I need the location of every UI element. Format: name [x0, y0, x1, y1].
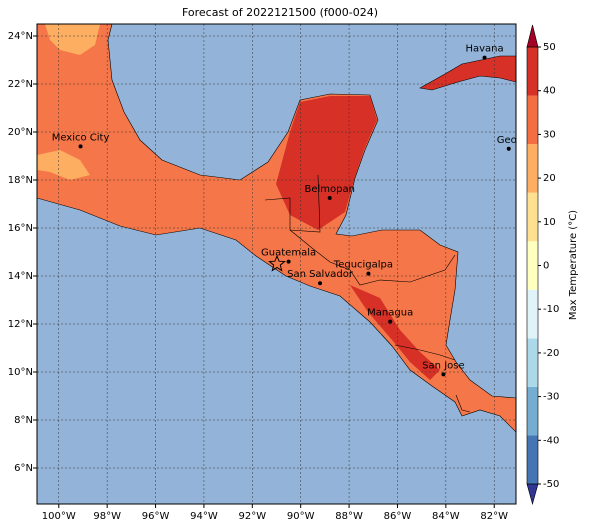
- colorbar-band: [527, 241, 538, 290]
- city-marker: [286, 259, 291, 264]
- x-tick-label: 90°W: [287, 511, 315, 522]
- y-tick-label: 20°N: [8, 127, 33, 138]
- border: [394, 344, 456, 361]
- ticks: 100°W 98°W 96°W 94°W 92°W 90°W 88°W 86°W 84°W 82°…: [8, 31, 508, 522]
- x-tick-label: 82°W: [480, 511, 508, 522]
- colorbar-band: [527, 386, 538, 436]
- y-tick-label: 16°N: [8, 223, 33, 234]
- city-marker: [327, 196, 332, 200]
- warm-region: [276, 96, 377, 230]
- x-tick-label: 88°W: [335, 511, 363, 522]
- city-label: Belmopan: [304, 184, 354, 195]
- warm-region: [350, 285, 440, 380]
- colorbar-band: [527, 47, 538, 96]
- colorbar-band: [527, 435, 538, 484]
- border: [455, 394, 471, 413]
- city-marker: [78, 144, 83, 149]
- colorbar-band: [527, 144, 538, 193]
- city-label: Managua: [367, 308, 413, 319]
- x-tick-label: 94°W: [190, 511, 218, 522]
- colorbar-band: [527, 338, 538, 387]
- x-tick-label: 92°W: [238, 511, 266, 522]
- y-tick-label: 8°N: [14, 415, 33, 426]
- colorbar-band: [527, 192, 538, 242]
- colorbar-tick-label: 30: [543, 129, 556, 140]
- x-tick-label: 98°W: [93, 511, 121, 522]
- colorbar-tick-label: 10: [543, 217, 556, 228]
- city-marker: [388, 319, 393, 324]
- cool-region: [37, 150, 90, 180]
- map-title: Forecast of 2022121500 (f000-024): [182, 6, 378, 19]
- colorbar-extend: [526, 24, 539, 48]
- y-tick-label: 24°N: [8, 31, 33, 42]
- city-marker: [366, 271, 371, 276]
- city-label: George Town: [497, 135, 562, 146]
- city-label: Havana: [465, 44, 503, 55]
- colorbar-tick-label: -40: [543, 435, 559, 446]
- colorbar: -50 -40 -30 -20 -10 0 10 20 30 40 50: [526, 24, 559, 506]
- x-tick-label: 86°W: [384, 511, 412, 522]
- x-tick-label: 84°W: [432, 511, 460, 522]
- map-area: Havana Mexico City George Town Belmopan Guat…: [37, 24, 562, 504]
- x-tick-label: 100°W: [42, 511, 76, 522]
- colorbar-tick-label: -50: [543, 479, 559, 490]
- x-tick-label: 96°W: [142, 511, 170, 522]
- city-marker: [318, 281, 323, 286]
- y-tick-label: 12°N: [8, 319, 33, 330]
- colorbar-tick-label: -20: [543, 348, 559, 359]
- y-tick-label: 14°N: [8, 271, 33, 282]
- colorbar-label: Max Temperature (°C): [568, 210, 579, 320]
- y-tick-label: 6°N: [14, 463, 33, 474]
- city-marker: [441, 372, 446, 377]
- colorbar-band: [527, 289, 538, 339]
- cities: Havana Mexico City George Town Belmopan Guat…: [52, 44, 562, 377]
- colorbar-tick-label: -10: [543, 304, 559, 315]
- cuba: [419, 55, 516, 91]
- city-label: San Salvador: [287, 269, 354, 280]
- city-marker: [506, 146, 511, 151]
- cool-region: [45, 24, 100, 55]
- colorbar-tick-label: 20: [543, 173, 556, 184]
- y-tick-label: 18°N: [8, 175, 33, 186]
- border: [289, 229, 456, 286]
- city-label: Mexico City: [52, 132, 110, 143]
- storm-star: [268, 254, 286, 272]
- city-label: Tegucigalpa: [333, 260, 393, 271]
- colorbar-tick-label: 40: [543, 86, 556, 97]
- colorbar-band: [527, 95, 538, 145]
- colorbar-tick-label: -30: [543, 392, 559, 403]
- y-tick-label: 10°N: [8, 367, 33, 378]
- grid: [37, 24, 516, 504]
- colorbar-extend: [526, 483, 539, 506]
- colorbar-tick-label: 50: [543, 42, 556, 53]
- y-tick-label: 22°N: [8, 79, 33, 90]
- city-label: San Jose: [422, 360, 464, 371]
- colorbar-tick-label: 0: [543, 261, 549, 272]
- map-frame: [36, 23, 517, 505]
- city-label: Guatemala: [261, 248, 316, 259]
- city-marker: [482, 55, 487, 60]
